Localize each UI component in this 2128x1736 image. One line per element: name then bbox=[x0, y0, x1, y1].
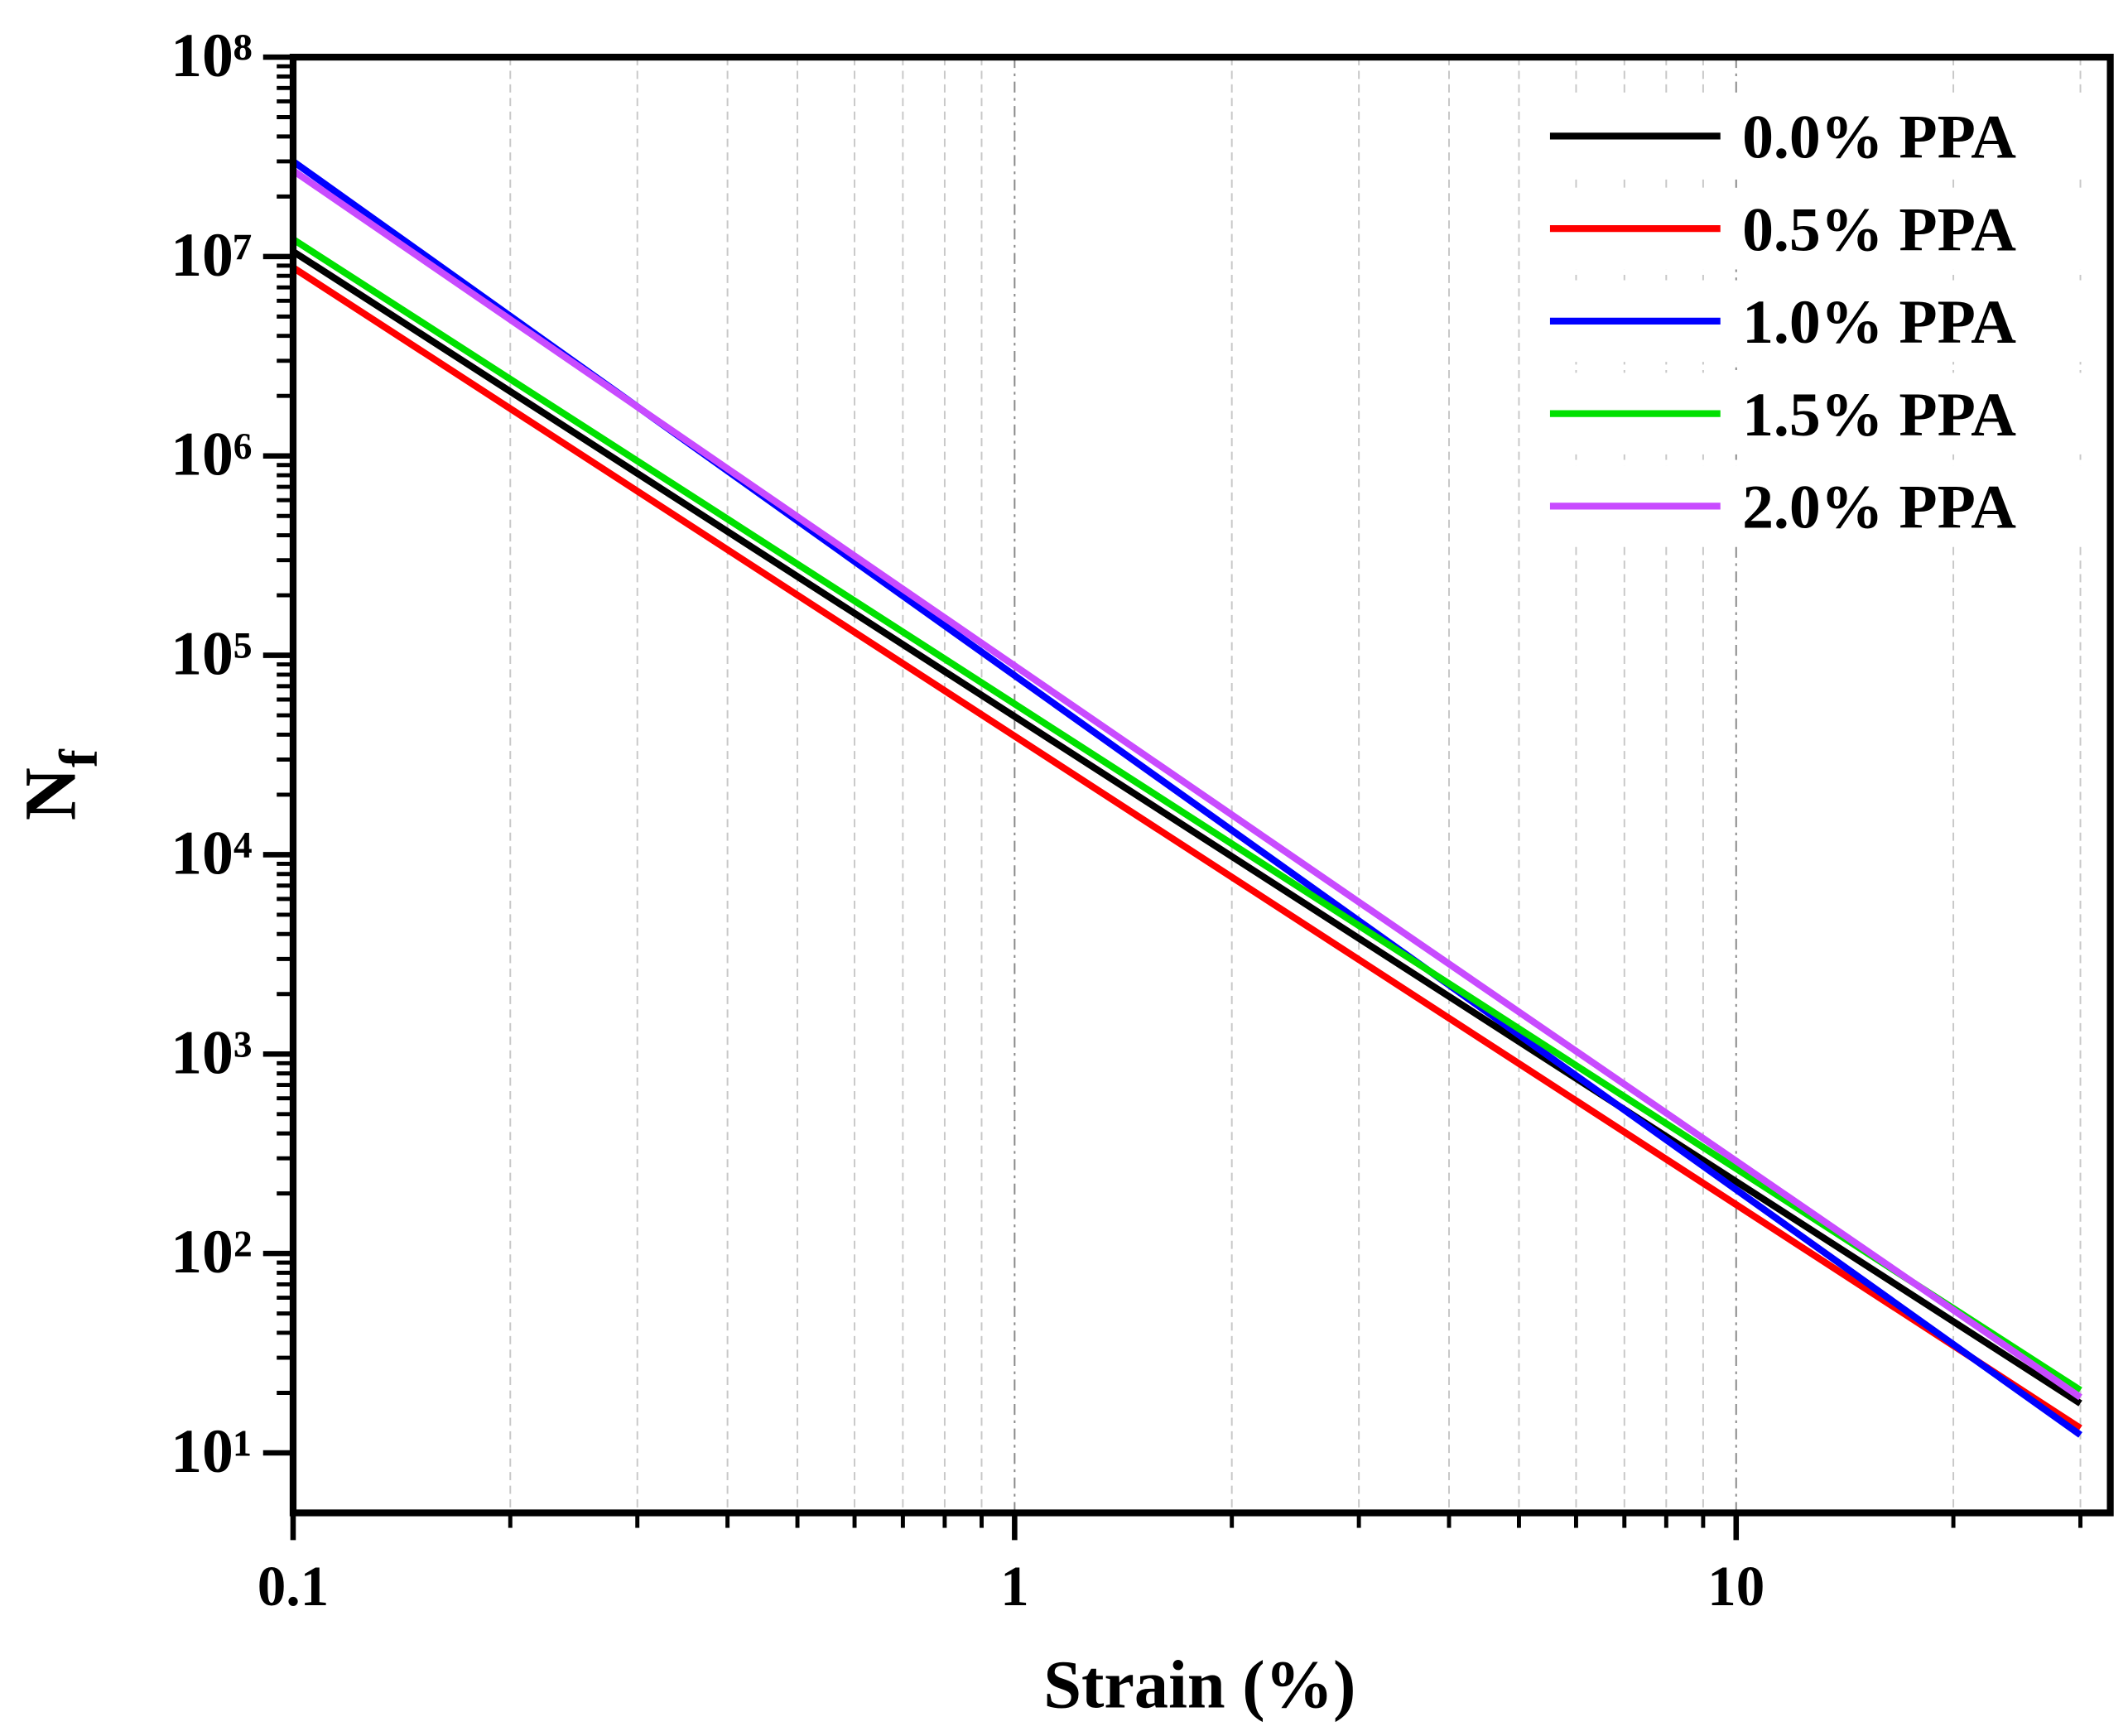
y-tick-label: 10⁸ bbox=[171, 22, 252, 90]
y-tick-label: 10² bbox=[171, 1218, 252, 1286]
legend-label: 2.0% PPA bbox=[1742, 474, 2016, 542]
y-tick-label: 10⁴ bbox=[171, 819, 252, 887]
data-line bbox=[291, 236, 2082, 1393]
y-axis-label-subscript: f bbox=[49, 748, 109, 767]
legend-label: 0.0% PPA bbox=[1742, 103, 2016, 172]
y-axis-label-main: N bbox=[10, 767, 91, 820]
y-tick-label: 10⁵ bbox=[171, 620, 252, 689]
data-line bbox=[291, 248, 2082, 1407]
y-tick-label: 10³ bbox=[171, 1018, 252, 1087]
legend-label: 1.0% PPA bbox=[1742, 288, 2016, 357]
x-axis-label: Strain (%) bbox=[1043, 1647, 1355, 1723]
data-line bbox=[291, 167, 2082, 1401]
y-axis-label: Nf bbox=[10, 748, 108, 820]
y-tick-label: 10⁶ bbox=[171, 421, 252, 489]
y-tick-label: 10⁷ bbox=[171, 221, 252, 290]
legend: 0.0% PPA 0.5% PPA 1.0% PPA 1.5% PPA 2.0% PPA bbox=[1544, 95, 2090, 547]
x-tick-label: 1 bbox=[1000, 1554, 1029, 1618]
x-tick-label: 0.1 bbox=[258, 1554, 329, 1618]
y-tick-label: 10¹ bbox=[171, 1417, 252, 1486]
legend-label: 1.5% PPA bbox=[1742, 381, 2016, 450]
plot-frame bbox=[289, 53, 2114, 1517]
legend-label: 0.5% PPA bbox=[1742, 195, 2016, 264]
x-tick-label: 10 bbox=[1707, 1554, 1765, 1618]
data-line bbox=[291, 264, 2082, 1431]
